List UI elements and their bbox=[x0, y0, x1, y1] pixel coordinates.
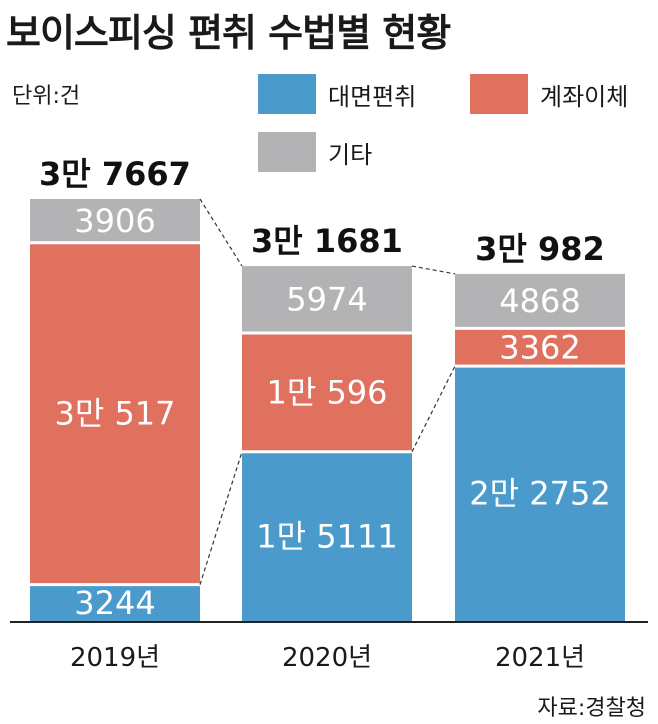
bar-account-transfer-2 bbox=[242, 332, 412, 452]
legend-item-face-to-face: 대면편취 bbox=[258, 74, 416, 114]
bar-face-to-face-1 bbox=[30, 584, 200, 621]
connector-bottom-1 bbox=[199, 451, 243, 585]
legend-swatch-face-to-face bbox=[258, 74, 316, 114]
connector-top-2 bbox=[411, 265, 456, 275]
x-tick-label-2: 2020년 bbox=[282, 643, 372, 673]
unit-label: 단위:건 bbox=[12, 84, 81, 109]
bar-other-3 bbox=[455, 273, 625, 329]
total-label-1: 3만 7667 bbox=[39, 155, 191, 193]
legend-item-other: 기타 bbox=[258, 132, 372, 172]
bar-face-to-face-3 bbox=[455, 366, 625, 621]
bar-other-2 bbox=[242, 266, 412, 333]
total-label-3: 3만 982 bbox=[475, 230, 605, 268]
legend-label-face-to-face: 대면편취 bbox=[328, 82, 417, 111]
legend-item-account-transfer: 계좌이체 bbox=[470, 74, 628, 114]
source-label: 자료:경찰청 bbox=[537, 696, 646, 721]
value-label-face-to-face-2: 1만 5111 bbox=[256, 517, 397, 555]
connector-bottom-2 bbox=[411, 365, 456, 452]
value-label-other-1: 3906 bbox=[74, 202, 155, 240]
x-tick-label-3: 2021년 bbox=[495, 643, 585, 673]
bar-account-transfer-1 bbox=[30, 242, 200, 585]
value-label-account-transfer-1: 3만 517 bbox=[54, 395, 175, 433]
value-label-other-2: 5974 bbox=[286, 281, 367, 319]
value-label-account-transfer-3: 3362 bbox=[499, 328, 580, 366]
total-label-2: 3만 1681 bbox=[251, 222, 403, 260]
legend-label-account-transfer: 계좌이체 bbox=[540, 82, 629, 111]
x-tick-label-1: 2019년 bbox=[70, 643, 160, 673]
value-label-face-to-face-1: 3244 bbox=[74, 584, 155, 622]
value-label-account-transfer-2: 1만 596 bbox=[266, 373, 387, 411]
chart-title: 보이스피싱 편취 수법별 현황 bbox=[6, 11, 451, 55]
legend-swatch-account-transfer bbox=[470, 74, 528, 114]
value-label-face-to-face-3: 2만 2752 bbox=[469, 475, 610, 513]
bar-face-to-face-2 bbox=[242, 451, 412, 621]
legend-swatch-other bbox=[258, 132, 316, 172]
value-label-other-3: 4868 bbox=[499, 282, 580, 320]
legend-label-other: 기타 bbox=[328, 140, 373, 169]
bar-other-1 bbox=[30, 199, 200, 243]
connector-top-1 bbox=[199, 198, 243, 267]
bar-account-transfer-3 bbox=[455, 328, 625, 367]
